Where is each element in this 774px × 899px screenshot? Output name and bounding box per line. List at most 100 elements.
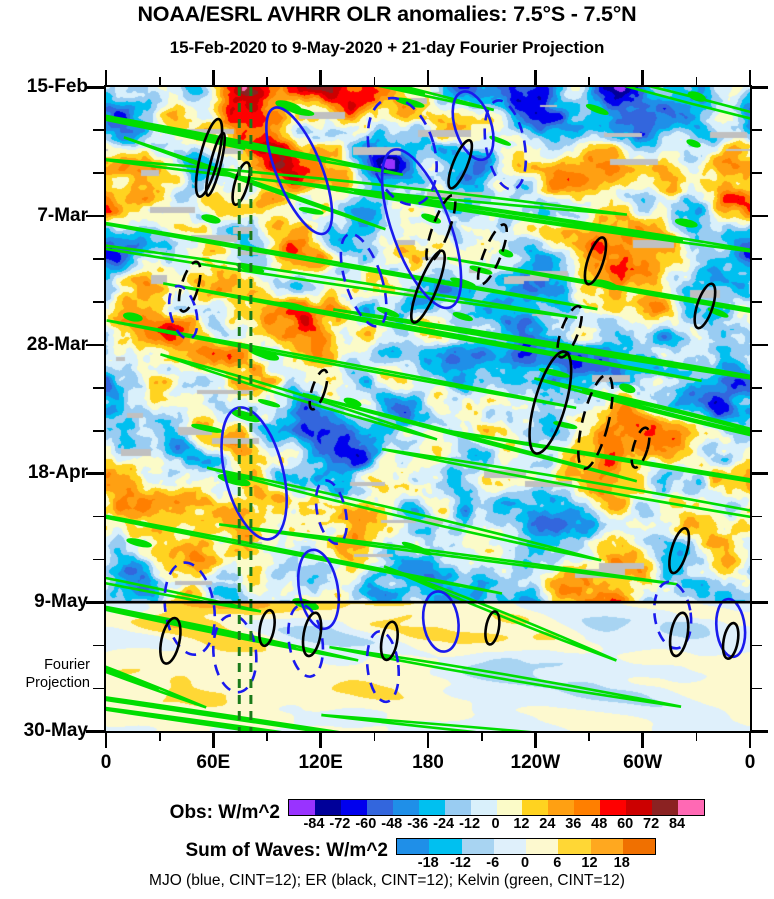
obs-colorbar[interactable] (288, 799, 705, 816)
colorbar-tick-label: 24 (539, 816, 556, 832)
mjo-contour (714, 597, 747, 659)
kelvin-contour-blob (201, 214, 221, 224)
er-contour (159, 616, 182, 665)
fourier-projection-note: Fourier Projection (26, 657, 90, 691)
kelvin-contour-blob (123, 312, 143, 322)
kelvin-contour-blob (687, 91, 706, 102)
y-minor-tick-right (752, 172, 762, 174)
fourier-note-line1: Fourier (44, 657, 90, 674)
er-contour (425, 193, 457, 264)
er-contour (447, 138, 474, 190)
x-major-tick-top (534, 70, 537, 85)
y-tick-label-7-mar: 7-Mar (37, 204, 88, 226)
y-minor-tick (93, 129, 104, 132)
obs-colorbar-label: Obs: W/m^2 (169, 802, 280, 823)
kelvin-contour-blob (395, 97, 425, 108)
colorbar-swatch (678, 800, 704, 815)
er-contour (301, 611, 323, 658)
colorbar-swatch (366, 800, 393, 815)
kelvin-contour-inner (106, 667, 160, 691)
mjo-contour (339, 232, 388, 328)
obs-colorbar-ticks: -84 -72 -60 -48 -36 -24 -12 0 12 24 36 48 60 72 84 (288, 816, 703, 832)
colorbar-tick-label: -36 (407, 816, 429, 832)
kelvin-contour (106, 114, 404, 177)
y-minor-tick-right (752, 644, 762, 647)
x-tick-label-4: 120W (510, 752, 561, 773)
kelvin-contour-inner (353, 190, 684, 242)
x-minor-tick (266, 77, 268, 85)
colorbar-swatch (470, 800, 497, 815)
y-minor-tick (93, 687, 104, 690)
colorbar-swatch (496, 800, 523, 815)
er-contour (668, 611, 690, 658)
colorbar-swatch (600, 800, 627, 815)
kelvin-contour-blob (257, 399, 281, 408)
colorbar-swatch (397, 839, 430, 854)
kelvin-contour-blob (707, 307, 729, 318)
kelvin-contour (534, 377, 750, 437)
y-minor-tick-right (752, 387, 762, 389)
colorbar-swatch (314, 800, 341, 815)
fourier-note-line2: Projection (25, 674, 90, 691)
kelvin-contour (106, 605, 359, 662)
kelvin-contour-blob (401, 541, 432, 556)
x-minor-tick (588, 77, 590, 85)
colorbar-tick-label: -24 (433, 816, 455, 832)
colorbar-tick-label: 12 (581, 855, 598, 871)
kelvin-contour-blob (450, 277, 476, 288)
x-major-tick-top (319, 70, 322, 85)
x-tick-label-6: 0 (744, 752, 756, 773)
kelvin-contour-blob (498, 248, 514, 258)
kelvin-contour (377, 87, 495, 112)
y-minor-tick (93, 644, 104, 647)
kelvin-contour (623, 87, 750, 120)
y-major-tick-right (752, 601, 768, 604)
kelvin-contour-inner (106, 606, 297, 649)
x-tick-label-2: 120E (298, 752, 343, 773)
y-minor-tick-right (752, 301, 762, 303)
colorbar-swatch (622, 839, 655, 854)
er-contour (668, 526, 691, 575)
er-contour (231, 161, 252, 207)
y-tick-label-9-may: 9-May (34, 591, 88, 613)
kelvin-contour-blob (619, 383, 636, 394)
kelvin-contour-inner (352, 405, 571, 465)
colorbar-tick-label: 72 (643, 816, 660, 832)
x-minor-tick (480, 733, 483, 741)
x-major-tick (426, 733, 430, 748)
colorbar-swatch (574, 800, 601, 815)
y-minor-tick-right (752, 129, 762, 132)
longitude-marker-lines (237, 87, 253, 731)
y-major-tick (86, 472, 104, 475)
kelvin-contour-blob (277, 301, 308, 312)
hovmoller-plot-area[interactable] (104, 85, 752, 733)
er-contour (258, 608, 276, 648)
er-contour (484, 610, 501, 646)
colorbar-swatch (461, 839, 494, 854)
y-minor-tick (93, 429, 104, 432)
kelvin-contour (383, 565, 617, 662)
kelvin-contour (106, 244, 578, 320)
x-tick-label-5: 60W (623, 752, 663, 773)
colorbar-tick-label: -60 (355, 816, 377, 832)
waves-colorbar-label: Sum of Waves: W/m^2 (185, 840, 388, 861)
x-major-tick-top (748, 70, 752, 85)
colorbar-tick-label: 48 (591, 816, 608, 832)
y-minor-tick (93, 515, 104, 518)
x-major-tick (319, 733, 322, 748)
y-major-tick (86, 86, 104, 89)
colorbar-swatch (548, 800, 575, 815)
x-minor-tick (373, 733, 376, 741)
waves-colorbar[interactable] (396, 838, 656, 855)
colorbar-tick-label: 0 (491, 816, 500, 832)
er-wave-contours (159, 117, 740, 665)
colorbar-swatch (340, 800, 367, 815)
x-major-tick-top (641, 70, 644, 85)
y-minor-tick (93, 258, 104, 260)
colorbar-tick-label: 84 (668, 816, 686, 832)
y-minor-tick-right (752, 687, 762, 690)
er-contour (528, 350, 573, 455)
kelvin-contour-blob (469, 265, 493, 275)
wave-contour-overlay (106, 87, 750, 731)
